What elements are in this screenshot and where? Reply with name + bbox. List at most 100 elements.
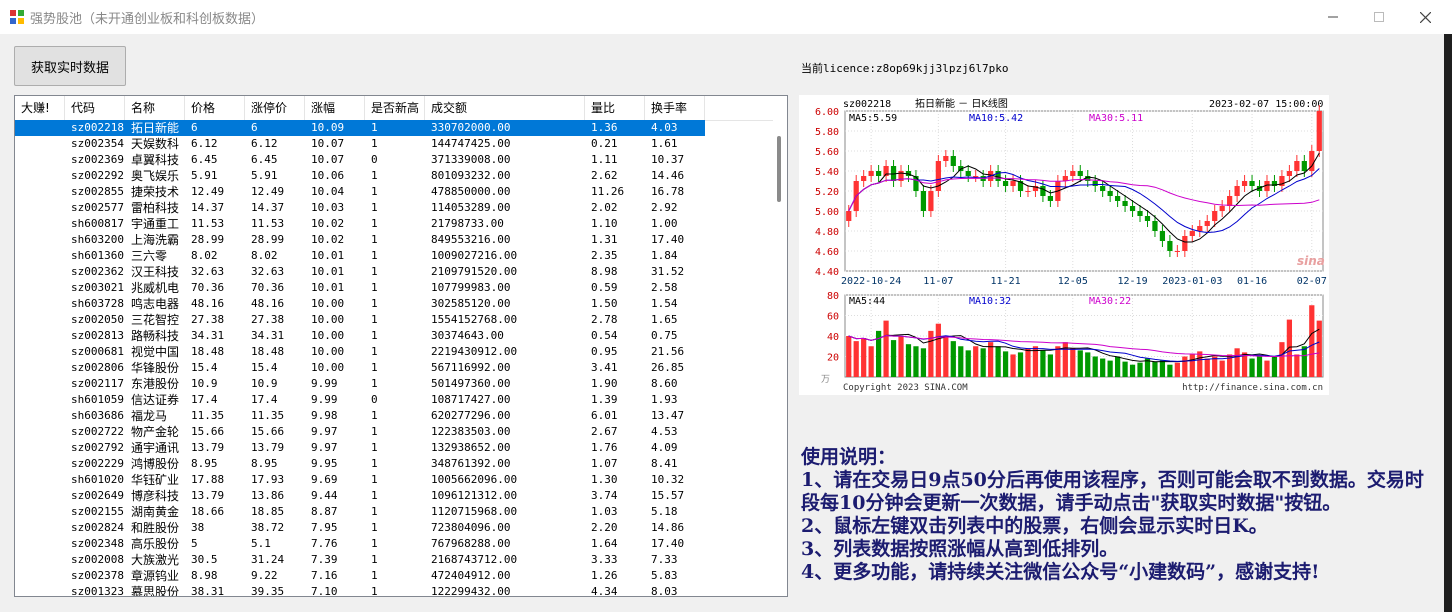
table-cell: 3.33 [591, 553, 618, 566]
table-row[interactable]: sz000681 视觉中国 18.48 18.48 10.00 1 2219430912.0… [15, 344, 773, 360]
table-row[interactable]: sz002722 物产金轮 15.66 15.66 9.97 1 122383503.00 2… [15, 424, 773, 440]
column-header[interactable]: 价格 [185, 96, 245, 120]
table-row[interactable]: sz002218 拓日新能 6 6 10.09 1 330702000.00 1.36 4.03 [15, 120, 705, 136]
maximize-button[interactable] [1356, 0, 1402, 34]
column-header[interactable]: 涨幅 [305, 96, 365, 120]
volume-bar [965, 350, 971, 377]
table-cell: sh601059 [71, 393, 124, 406]
table-cell: 1 [371, 249, 378, 262]
table-cell: 1 [371, 425, 378, 438]
table-cell: 1 [371, 489, 378, 502]
table-row[interactable]: sz002824 和胜股份 38 38.72 7.95 1 723804096.00 2.20… [15, 520, 773, 536]
fetch-realtime-button[interactable]: 获取实时数据 [14, 46, 126, 86]
close-button[interactable] [1402, 0, 1448, 34]
ma5-line [848, 152, 1320, 243]
table-cell: 8.95 [251, 457, 278, 470]
volume-tick-label: 20 [827, 353, 839, 364]
candle-body [1144, 216, 1151, 221]
column-header[interactable]: 换手率 [645, 96, 705, 120]
volume-bar [1219, 360, 1225, 377]
table-cell: 10.00 [311, 313, 345, 326]
table-cell [15, 296, 65, 312]
table-row[interactable]: sz003021 兆威机电 70.36 70.36 10.01 1 107799983.00… [15, 280, 773, 296]
table-cell: 8.98 [191, 569, 218, 582]
column-header[interactable]: 成交额 [425, 96, 585, 120]
table-cell: 1554152768.00 [431, 313, 518, 326]
table-row[interactable]: sz002649 博彦科技 13.79 13.86 9.44 1 1096121312.00… [15, 488, 773, 504]
volume-bar [861, 338, 867, 377]
column-header[interactable]: 量比 [585, 96, 645, 120]
table-row[interactable]: sz002050 三花智控 27.38 27.38 10.00 1 1554152768.0… [15, 312, 773, 328]
table-row[interactable]: sz002813 路畅科技 34.31 34.31 10.00 1 30374643.00 0… [15, 328, 773, 344]
table-cell: 30.5 [191, 553, 218, 566]
candle-body [1189, 231, 1195, 236]
table-cell: 6.01 [591, 409, 618, 422]
candle-body [1227, 196, 1233, 206]
table-cell: 32.63 [191, 265, 225, 278]
list-body[interactable]: sz002218 拓日新能 6 6 10.09 1 330702000.00 1.36 4.03… [15, 120, 773, 596]
table-row[interactable]: sh601020 华钰矿业 17.88 17.93 9.69 1 1005662096.00… [15, 472, 773, 488]
candle-body [1122, 201, 1128, 206]
volume-bar [1167, 364, 1173, 377]
table-cell: 0 [371, 393, 378, 406]
table-cell: 8.95 [191, 457, 218, 470]
table-row[interactable]: sz002155 湖南黄金 18.66 18.85 8.87 1 1120715968.00… [15, 504, 773, 520]
minimize-button[interactable] [1310, 0, 1356, 34]
table-row[interactable]: sz002117 东港股份 10.9 10.9 9.99 1 501497360.00 1.9… [15, 376, 773, 392]
table-row[interactable]: sz002792 通宇通讯 13.79 13.79 9.97 1 132938652.00 1… [15, 440, 773, 456]
table-cell: 13.79 [251, 441, 285, 454]
table-row[interactable]: sz001323 慕思股份 38.31 39.35 7.10 1 122299432.00 4… [15, 584, 773, 596]
table-cell: 宇通重工 [131, 217, 180, 231]
candle-body [1264, 181, 1270, 191]
table-cell: sz003021 [71, 281, 124, 294]
table-row[interactable]: sz002354 天娱数科 6.12 6.12 10.07 1 144747425.00 0.… [15, 136, 773, 152]
table-row[interactable]: sh601059 信达证券 17.4 17.4 9.99 0 108717427.00 1.3… [15, 392, 773, 408]
volume-bar [973, 346, 979, 377]
table-cell: 2.62 [591, 169, 618, 182]
scrollbar-thumb[interactable] [777, 136, 781, 202]
date-tick-label: 02-07 [1297, 276, 1327, 287]
column-header[interactable]: 大赚! [15, 96, 65, 120]
table-cell: 2168743712.00 [431, 553, 518, 566]
table-row[interactable]: sz002378 章源钨业 8.98 9.22 7.16 1 472404912.00 1.2… [15, 568, 773, 584]
column-header[interactable]: 是否新高 [365, 96, 425, 120]
column-header[interactable]: 涨停价 [245, 96, 305, 120]
table-cell: 三花智控 [131, 313, 180, 327]
stock-list[interactable]: 大赚! 代码 名称 价格 涨停价 涨幅 是否新高 成交额 量比 换手率 sz002218 拓日新能 6… [14, 95, 788, 597]
table-row[interactable]: sh601360 三六零 8.02 8.02 10.01 1 1009027216.00 2.… [15, 248, 773, 264]
table-row[interactable]: sh603686 福龙马 11.35 11.35 9.98 1 620277296.00 6.… [15, 408, 773, 424]
table-cell: 39.35 [251, 585, 285, 596]
table-row[interactable]: sh600817 宇通重工 11.53 11.53 10.02 1 21798733.00 1… [15, 216, 773, 232]
table-row[interactable]: sz002369 卓翼科技 6.45 6.45 10.07 0 371339008.00 1.… [15, 152, 773, 168]
candle-body [913, 176, 919, 191]
table-cell: 9.44 [311, 489, 338, 502]
column-header[interactable]: 代码 [65, 96, 125, 120]
table-row[interactable]: sz002229 鸿博股份 8.95 8.95 9.95 1 348761392.00 1.0… [15, 456, 773, 472]
table-cell: sz002577 [71, 201, 124, 214]
table-row[interactable]: sz002008 大族激光 30.5 31.24 7.39 1 2168743712.00 3… [15, 552, 773, 568]
table-cell: 15.4 [191, 361, 218, 374]
table-row[interactable]: sh603728 鸣志电器 48.16 48.16 10.00 1 302585120.00… [15, 296, 773, 312]
table-cell: 122383503.00 [431, 425, 511, 438]
table-cell: 302585120.00 [431, 297, 511, 310]
table-row[interactable]: sz002577 雷柏科技 14.37 14.37 10.03 1 114053289.00… [15, 200, 773, 216]
table-row[interactable]: sz002855 捷荣技术 12.49 12.49 10.04 1 478850000.00… [15, 184, 773, 200]
table-row[interactable]: sh603200 上海洗霸 28.99 28.99 10.02 1 849553216.00… [15, 232, 773, 248]
table-row[interactable]: sz002348 高乐股份 5 5.1 7.76 1 767968288.00 1.64 17.… [15, 536, 773, 552]
list-scrollbar[interactable] [773, 120, 787, 596]
table-cell: 8.87 [311, 505, 338, 518]
table-row[interactable]: sz002806 华锋股份 15.4 15.4 10.00 1 567116992.00 3.… [15, 360, 773, 376]
volume-bar [1212, 356, 1218, 377]
volume-bar [1100, 358, 1106, 377]
kline-chart-svg: sz002218 拓日新能 － 日K线图 2023-02-07 15:00:00 6.… [815, 97, 1327, 393]
table-cell: 108717427.00 [431, 393, 511, 406]
table-cell: 7.76 [311, 537, 338, 550]
table-cell: 14.46 [651, 169, 685, 182]
candle-body [1040, 186, 1046, 196]
table-cell [15, 456, 65, 472]
table-row[interactable]: sz002362 汉王科技 32.63 32.63 10.01 1 2109791520.0… [15, 264, 773, 280]
column-header[interactable]: 名称 [125, 96, 185, 120]
volume-bar [1309, 305, 1315, 377]
table-cell: 博彦科技 [131, 489, 180, 503]
table-row[interactable]: sz002292 奥飞娱乐 5.91 5.91 10.06 1 801093232.00 2.… [15, 168, 773, 184]
